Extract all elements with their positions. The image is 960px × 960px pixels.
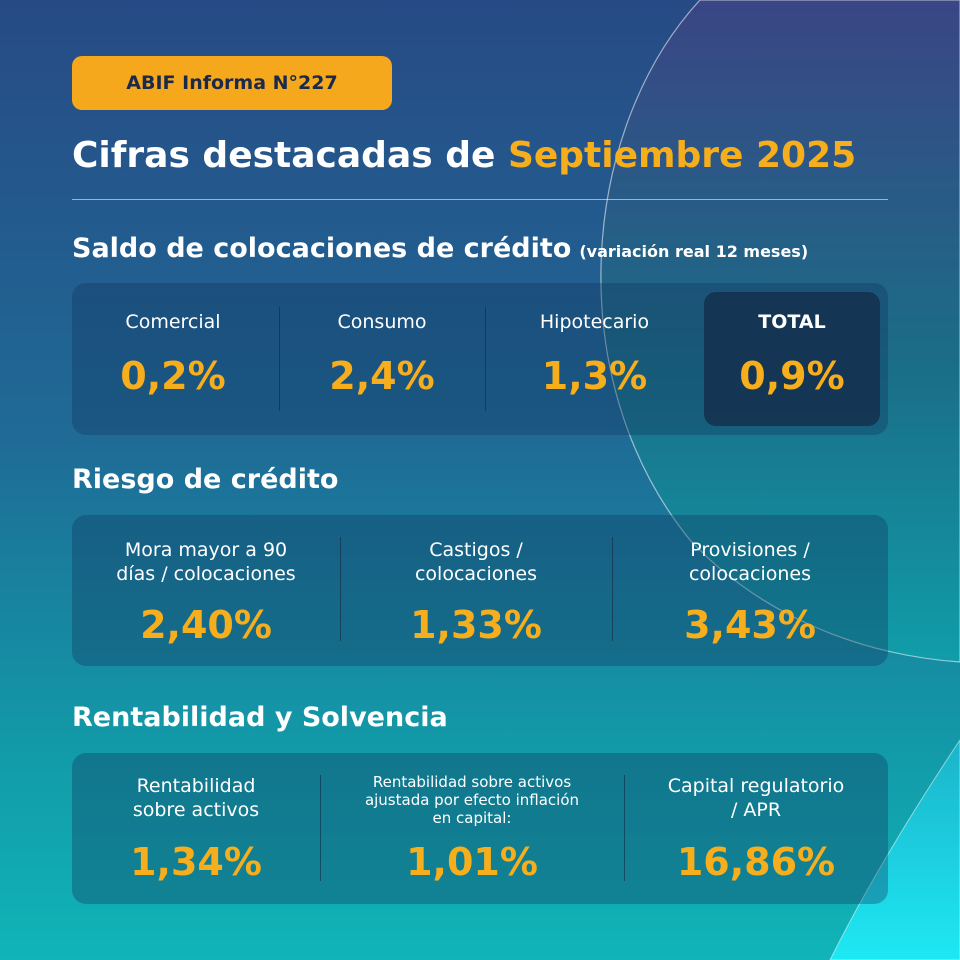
metric-label-line: colocaciones	[414, 563, 538, 585]
metric-capital-apr: Capital regulatorio / APR 16,86%	[624, 753, 888, 904]
metric-consumo: Consumo 2,4%	[279, 283, 485, 435]
metric-label-line: en capital:	[432, 809, 512, 827]
metric-roa-adjusted: Rentabilidad sobre activos ajustada por …	[320, 753, 624, 904]
metric-label-line: / APR	[730, 799, 782, 821]
page-title-main: Cifras destacadas de	[72, 135, 496, 176]
report-badge: ABIF Informa N°227	[72, 56, 392, 110]
column-divider	[320, 775, 321, 881]
section-title-credit-balance: Saldo de colocaciones de crédito (variaci…	[72, 231, 808, 270]
metric-castigos: Castigos / colocaciones 1,33%	[340, 515, 612, 666]
total-highlight-box	[704, 292, 880, 426]
section-title-credit-risk: Riesgo de crédito	[72, 464, 339, 495]
metric-value: 1,01%	[406, 840, 538, 884]
metric-label-line: Castigos /	[429, 539, 523, 561]
section-title-profitability: Rentabilidad y Solvencia	[72, 702, 448, 733]
metric-label: Consumo	[337, 311, 427, 333]
metric-label: Capital regulatorio / APR	[624, 774, 888, 822]
metric-label-line: Rentabilidad sobre activos	[372, 773, 572, 791]
metric-label-line: ajustada por efecto inflación	[364, 791, 580, 809]
metric-label-line: colocaciones	[688, 563, 812, 585]
section-note: (variación real 12 meses)	[579, 242, 809, 261]
metric-label: TOTAL	[758, 311, 826, 333]
corner-glow-shape	[829, 739, 960, 960]
metric-label-line: sobre activos	[132, 799, 260, 821]
profitability-panel: Rentabilidad sobre activos 1,34% Rentabi…	[72, 753, 888, 904]
metric-provisiones: Provisiones / colocaciones 3,43%	[612, 515, 888, 666]
title-divider	[72, 199, 888, 200]
credit-balance-panel: Comercial 0,2% Consumo 2,4% Hipotecario …	[72, 283, 888, 435]
column-divider	[624, 775, 625, 881]
metric-label-line: Rentabilidad	[136, 775, 256, 797]
metric-value: 1,33%	[410, 603, 542, 647]
metric-label: Rentabilidad sobre activos ajustada por …	[320, 773, 624, 827]
column-divider	[340, 537, 341, 641]
column-divider	[279, 307, 280, 411]
metric-value: 1,3%	[541, 354, 648, 398]
metric-mora: Mora mayor a 90 días / colocaciones 2,40…	[72, 515, 340, 666]
metric-label: Mora mayor a 90 días / colocaciones	[72, 538, 340, 586]
section-title-credit-balance-text: Saldo de colocaciones de crédito	[72, 233, 572, 264]
metric-label-line: Mora mayor a 90	[124, 539, 288, 561]
column-divider	[612, 537, 613, 641]
metric-label-line: días / colocaciones	[116, 563, 296, 585]
page-title-accent: Septiembre 2025	[507, 135, 857, 176]
metric-value: 3,43%	[684, 603, 816, 647]
metric-value: 0,9%	[739, 354, 845, 398]
metric-comercial: Comercial 0,2%	[72, 283, 274, 435]
metric-hipotecario: Hipotecario 1,3%	[485, 283, 704, 435]
metric-value: 1,34%	[130, 840, 262, 884]
page-title: Cifras destacadas de Septiembre 2025	[72, 132, 856, 180]
metric-label-line: Provisiones /	[690, 539, 810, 561]
metric-total: TOTAL 0,9%	[704, 283, 880, 435]
metric-value: 16,86%	[676, 840, 836, 884]
metric-label: Castigos / colocaciones	[340, 538, 612, 586]
metric-label: Comercial	[125, 311, 221, 333]
metric-label: Provisiones / colocaciones	[612, 538, 888, 586]
metric-roa: Rentabilidad sobre activos 1,34%	[72, 753, 320, 904]
metric-value: 0,2%	[120, 354, 226, 398]
metric-label: Rentabilidad sobre activos	[72, 774, 320, 822]
metric-label: Hipotecario	[539, 311, 650, 333]
credit-risk-panel: Mora mayor a 90 días / colocaciones 2,40…	[72, 515, 888, 666]
metric-value: 2,40%	[140, 603, 272, 647]
column-divider	[485, 307, 486, 411]
metric-label-line: Capital regulatorio	[667, 775, 845, 797]
metric-value: 2,4%	[329, 354, 435, 398]
